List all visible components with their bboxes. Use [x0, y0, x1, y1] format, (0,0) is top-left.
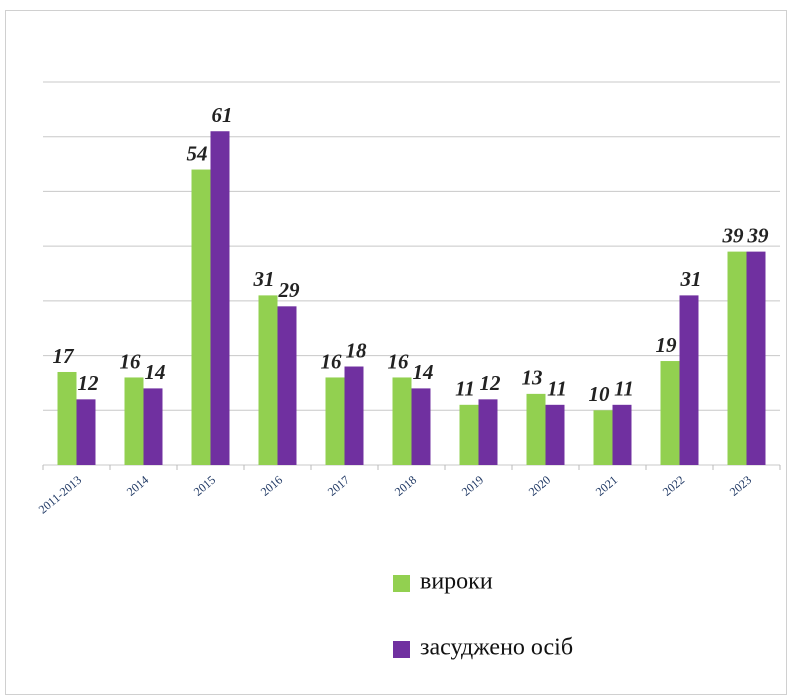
legend-label: засуджено осіб: [420, 635, 573, 661]
value-label: 17: [53, 344, 76, 368]
legend-swatch: [393, 641, 410, 658]
value-label: 13: [522, 366, 543, 390]
bar: [459, 404, 479, 465]
value-label: 14: [413, 360, 434, 384]
legend-swatch: [393, 575, 410, 592]
bar: [277, 306, 297, 465]
bar: [258, 295, 278, 465]
bar: [612, 404, 632, 465]
bar: [727, 251, 747, 465]
value-label: 14: [145, 360, 166, 384]
bar: [593, 410, 613, 465]
bar: [210, 131, 230, 465]
bar: [57, 371, 77, 465]
value-label: 12: [78, 371, 100, 395]
value-label: 11: [455, 377, 475, 401]
value-label: 11: [614, 377, 634, 401]
legend-label: вироки: [420, 569, 493, 595]
value-label: 18: [346, 338, 368, 362]
bar: [344, 366, 364, 465]
bar: [143, 388, 163, 465]
bar: [411, 388, 431, 465]
bar: [325, 377, 345, 465]
value-label: 16: [388, 349, 410, 373]
bar: [76, 399, 96, 465]
bar: [191, 169, 211, 466]
bar: [124, 377, 144, 465]
value-label: 31: [253, 267, 275, 291]
value-label: 19: [656, 333, 678, 357]
value-label: 61: [212, 103, 233, 127]
value-label: 39: [722, 223, 745, 247]
bar: [526, 393, 546, 465]
bar: [478, 399, 498, 465]
bar: [679, 295, 699, 465]
value-label: 31: [680, 267, 702, 291]
value-label: 16: [321, 349, 343, 373]
value-label: 54: [187, 141, 208, 165]
value-label: 10: [589, 382, 611, 406]
bar: [660, 361, 680, 465]
bar: [392, 377, 412, 465]
bar: [545, 404, 565, 465]
value-label: 11: [547, 377, 567, 401]
bar: [746, 251, 766, 465]
value-label: 12: [480, 371, 502, 395]
value-label: 39: [747, 223, 770, 247]
value-label: 29: [278, 278, 301, 302]
value-label: 16: [120, 349, 142, 373]
